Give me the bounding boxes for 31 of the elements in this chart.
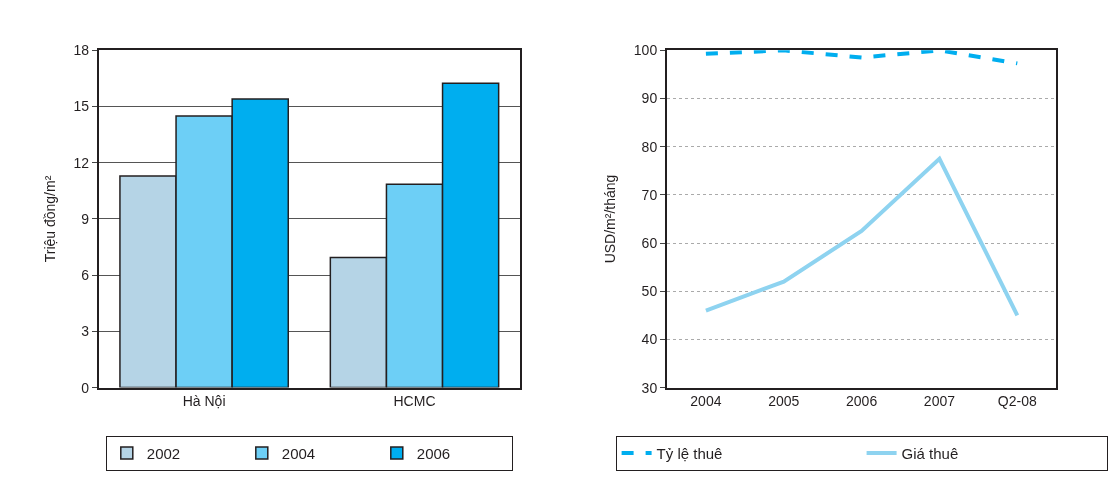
y-tick-label: 60 <box>641 234 658 251</box>
y-tick-label: 80 <box>641 138 658 155</box>
legend-label: Tỷ lệ thuê <box>656 444 723 462</box>
y-axis-title: Triệu đồng/m² <box>41 175 58 263</box>
y-tick-label: 12 <box>73 154 90 171</box>
y-tick-label: 18 <box>73 42 90 59</box>
legend-label: 2004 <box>281 444 316 462</box>
legend-label: Giá thuê <box>901 444 959 462</box>
x-tick-label: Hà Nội <box>182 393 226 410</box>
legend-label: 2002 <box>146 444 181 462</box>
y-tick-label: 6 <box>81 267 90 284</box>
y-tick-label: 70 <box>641 186 658 203</box>
y-tick-label: 50 <box>641 283 658 300</box>
y-tick-label: 30 <box>641 379 658 396</box>
line-series <box>703 156 1020 318</box>
x-tick-label: 2005 <box>768 393 800 410</box>
y-tick-label: 90 <box>641 90 658 107</box>
x-tick-label: 2004 <box>690 393 722 410</box>
x-tick-label: HCMC <box>393 393 436 410</box>
line-series <box>703 50 1020 66</box>
x-tick-label: 2006 <box>846 393 878 410</box>
x-tick-label: Q2-08 <box>997 393 1037 410</box>
x-tick-label: 2007 <box>923 393 956 410</box>
y-axis-title: USD/m²/tháng <box>601 174 618 264</box>
y-tick-label: 40 <box>641 331 658 348</box>
y-tick-label: 0 <box>81 379 90 396</box>
y-tick-label: 100 <box>633 42 658 59</box>
y-tick-label: 3 <box>81 323 90 340</box>
legend-label: 2006 <box>416 444 451 462</box>
y-tick-label: 15 <box>73 98 90 115</box>
y-tick-label: 9 <box>81 210 90 227</box>
